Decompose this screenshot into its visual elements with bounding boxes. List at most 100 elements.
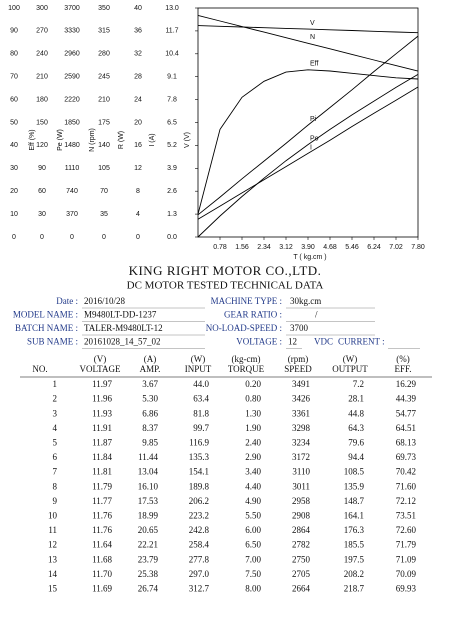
table-cell: 2.40 bbox=[245, 437, 261, 447]
y-tick-label: 24 bbox=[134, 96, 142, 103]
table-cell: 64.51 bbox=[396, 423, 416, 433]
field-label: Date : bbox=[56, 296, 78, 306]
x-tick-label: 0.78 bbox=[213, 244, 227, 251]
table-cell: 12 bbox=[48, 540, 57, 550]
table-cell: 11 bbox=[48, 525, 57, 535]
table-cell: 11.76 bbox=[92, 510, 112, 520]
field-value: TALER-M9480LT-12 bbox=[84, 323, 163, 333]
x-axis-title: T ( kg.cm ) bbox=[293, 254, 326, 261]
field-label: SUB NAME : bbox=[27, 337, 78, 347]
curve-label: N bbox=[310, 34, 315, 41]
curve bbox=[197, 35, 419, 216]
curve-label: Eff bbox=[310, 61, 318, 68]
doc-subtitle: DC MOTOR TESTED TECHNICAL DATA bbox=[127, 280, 324, 292]
table-cell: 0.20 bbox=[245, 379, 261, 389]
table-cell: 2 bbox=[53, 394, 58, 404]
table-cell: 3.40 bbox=[245, 467, 261, 477]
x-tick-label: 7.80 bbox=[411, 244, 425, 251]
table-cell: 79.6 bbox=[348, 437, 364, 447]
table-cell: 5.50 bbox=[245, 510, 261, 520]
y-tick-label: 740 bbox=[66, 188, 78, 195]
y-tick-label: 40 bbox=[10, 142, 18, 149]
table-cell: 2908 bbox=[292, 510, 311, 520]
y-tick-label: 0.0 bbox=[167, 234, 177, 241]
table-cell: 11.64 bbox=[92, 540, 112, 550]
table-cell: 26.74 bbox=[138, 583, 159, 593]
table-cell: 11.44 bbox=[138, 452, 158, 462]
column-header: VOLTAGE bbox=[80, 364, 121, 374]
table-cell: 277.8 bbox=[189, 554, 210, 564]
table-cell: 3426 bbox=[292, 394, 311, 404]
table-cell: 11.84 bbox=[92, 452, 112, 462]
curve bbox=[197, 25, 419, 34]
table-cell: 17.53 bbox=[138, 496, 159, 506]
table-cell: 164.1 bbox=[344, 510, 364, 520]
table-cell: 218.7 bbox=[344, 583, 365, 593]
y-tick-label: 240 bbox=[36, 51, 48, 58]
x-tick-label: 6.24 bbox=[367, 244, 381, 251]
y-tick-label: 175 bbox=[98, 119, 110, 126]
field-label: VOLTAGE : bbox=[236, 337, 282, 347]
table-cell: 2.90 bbox=[245, 452, 261, 462]
table-cell: 312.7 bbox=[189, 583, 210, 593]
x-tick-label: 7.02 bbox=[389, 244, 403, 251]
y-tick-label: 90 bbox=[38, 165, 46, 172]
table-cell: 16.10 bbox=[138, 481, 159, 491]
y-tick-label: 105 bbox=[98, 165, 110, 172]
table-cell: 5 bbox=[53, 437, 58, 447]
table-cell: 3491 bbox=[292, 379, 310, 389]
table-cell: 20.65 bbox=[138, 525, 159, 535]
table-cell: 189.8 bbox=[189, 481, 210, 491]
y-tick-label: 210 bbox=[98, 96, 110, 103]
x-tick-label: 5.46 bbox=[345, 244, 359, 251]
y-tick-label: 2.6 bbox=[167, 188, 177, 195]
y-tick-label: 2220 bbox=[64, 96, 80, 103]
table-cell: 11.93 bbox=[92, 408, 112, 418]
table-cell: 71.09 bbox=[396, 554, 417, 564]
field-unit: VDC bbox=[314, 337, 333, 347]
table-cell: 6.50 bbox=[245, 540, 261, 550]
table-cell: 3298 bbox=[292, 423, 311, 433]
table-cell: 4.40 bbox=[245, 481, 261, 491]
field-label: GEAR RATIO : bbox=[224, 310, 282, 320]
table-cell: 7 bbox=[53, 467, 58, 477]
y-tick-label: 60 bbox=[38, 188, 46, 195]
y-tick-label: 70 bbox=[100, 188, 108, 195]
table-cell: 22.21 bbox=[138, 540, 158, 550]
table-cell: 297.0 bbox=[189, 569, 210, 579]
table-cell: 1.90 bbox=[245, 423, 261, 433]
column-header: INPUT bbox=[185, 364, 212, 374]
curve-label: Pi bbox=[310, 116, 317, 123]
table-cell: 3361 bbox=[292, 408, 310, 418]
table-cell: 4 bbox=[53, 423, 58, 433]
table-cell: 16.29 bbox=[396, 379, 417, 389]
table-cell: 81.8 bbox=[193, 408, 209, 418]
y-tick-label: 315 bbox=[98, 28, 110, 35]
table-cell: 11.79 bbox=[92, 481, 112, 491]
y-tick-label: 50 bbox=[10, 119, 18, 126]
field-value: 3700 bbox=[290, 323, 309, 333]
y-tick-label: 245 bbox=[98, 74, 110, 81]
field-label: MACHINE TYPE : bbox=[211, 296, 282, 306]
y-tick-label: 300 bbox=[36, 5, 48, 12]
y-tick-label: 60 bbox=[10, 96, 18, 103]
table-cell: 11.87 bbox=[92, 437, 112, 447]
y-tick-label: 180 bbox=[36, 96, 48, 103]
x-tick-label: 4.68 bbox=[323, 244, 337, 251]
table-cell: 258.4 bbox=[189, 540, 210, 550]
table-cell: 44.8 bbox=[348, 408, 364, 418]
field-label: CURRENT : bbox=[338, 337, 385, 347]
unit-header: (V) bbox=[94, 354, 107, 364]
table-cell: 13.04 bbox=[138, 467, 159, 477]
table-cell: 6.86 bbox=[142, 408, 158, 418]
table-cell: 15 bbox=[48, 583, 58, 593]
table-cell: 7.2 bbox=[353, 379, 364, 389]
table-cell: 70.42 bbox=[396, 467, 416, 477]
y-tick-label: 1850 bbox=[64, 119, 80, 126]
field-value: 30kg.cm bbox=[290, 296, 321, 306]
table-cell: 2664 bbox=[292, 583, 311, 593]
table-cell: 11.91 bbox=[92, 423, 112, 433]
y-tick-label: 2590 bbox=[64, 74, 80, 81]
table-cell: 94.4 bbox=[348, 452, 364, 462]
table-cell: 2782 bbox=[292, 540, 310, 550]
